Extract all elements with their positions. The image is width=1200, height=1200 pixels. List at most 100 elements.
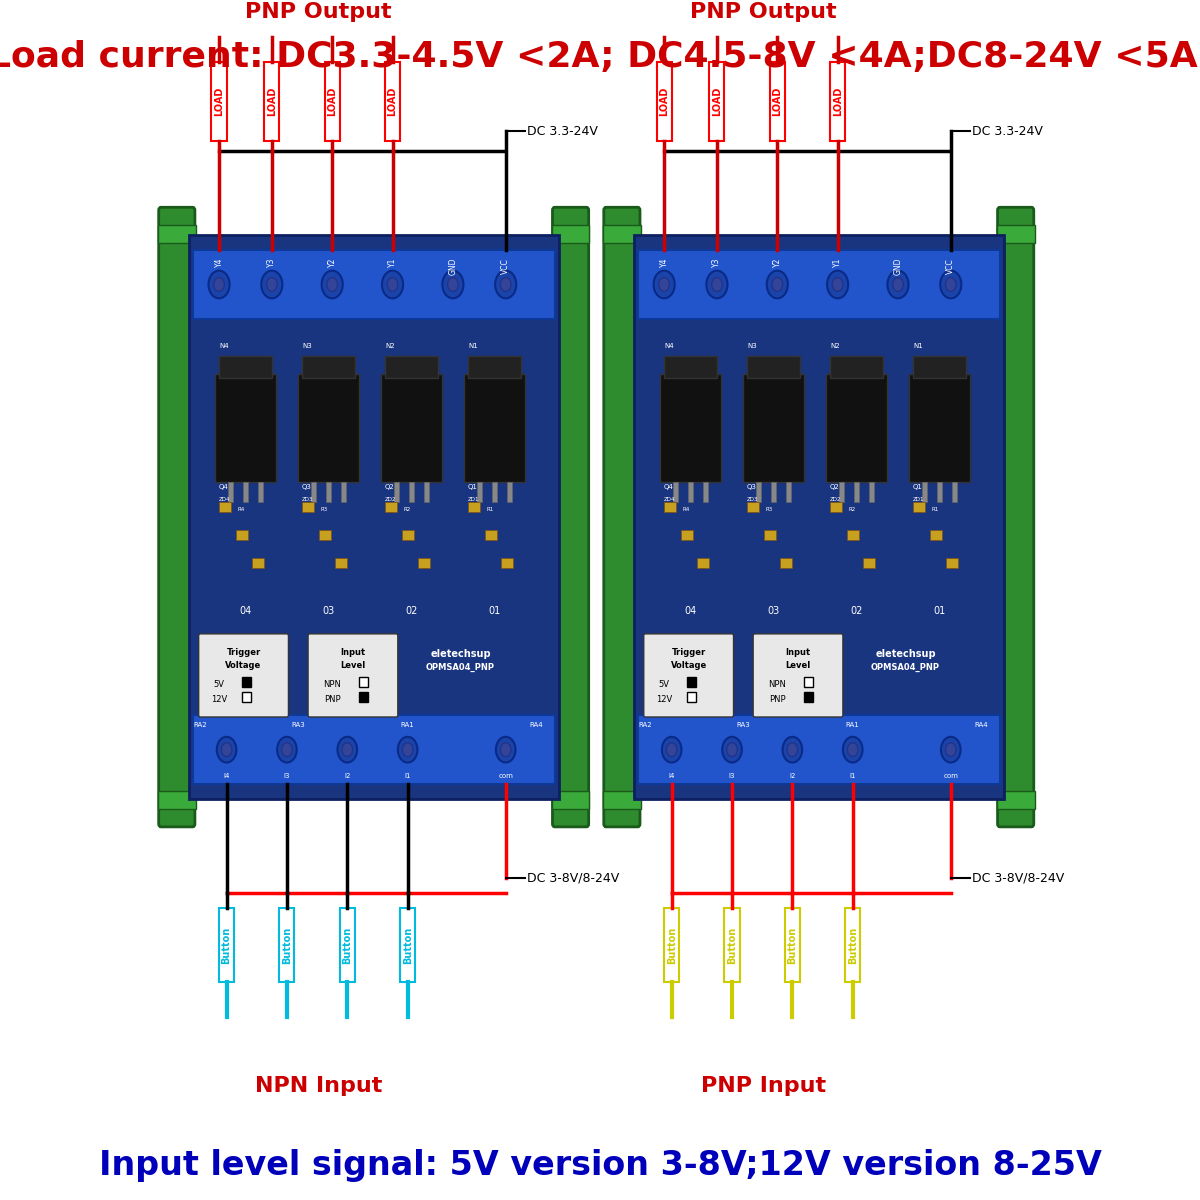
Bar bbox=[302, 355, 355, 378]
Text: N1: N1 bbox=[468, 343, 478, 349]
Bar bbox=[664, 503, 676, 512]
Bar bbox=[660, 373, 721, 482]
Text: RA2: RA2 bbox=[638, 722, 652, 728]
Text: I4: I4 bbox=[223, 773, 229, 779]
Bar bbox=[997, 791, 1034, 809]
Circle shape bbox=[727, 743, 737, 756]
Text: Load current: DC3.3-4.5V <2A; DC4.5-8V <4A;DC8-24V <5A;: Load current: DC3.3-4.5V <2A; DC4.5-8V <… bbox=[0, 40, 1200, 74]
Bar bbox=[937, 482, 942, 503]
Text: 03: 03 bbox=[323, 606, 335, 616]
Bar bbox=[913, 503, 925, 512]
Bar bbox=[299, 373, 359, 482]
Bar bbox=[228, 482, 233, 503]
FancyBboxPatch shape bbox=[604, 208, 640, 827]
Bar bbox=[680, 530, 692, 540]
Bar bbox=[382, 373, 442, 482]
Text: LOAD: LOAD bbox=[266, 86, 277, 116]
Bar bbox=[502, 558, 514, 568]
Bar bbox=[922, 482, 926, 503]
Text: ZD3: ZD3 bbox=[302, 497, 313, 503]
Circle shape bbox=[662, 737, 682, 762]
Circle shape bbox=[833, 277, 842, 292]
Text: Button: Button bbox=[847, 926, 858, 964]
Circle shape bbox=[326, 277, 337, 292]
Circle shape bbox=[221, 743, 232, 756]
Text: N2: N2 bbox=[830, 343, 840, 349]
Text: OPMSA04_PNP: OPMSA04_PNP bbox=[426, 662, 494, 672]
Circle shape bbox=[443, 271, 463, 299]
Circle shape bbox=[262, 271, 282, 299]
Text: NPN Input: NPN Input bbox=[254, 1076, 382, 1097]
Text: I4: I4 bbox=[668, 773, 674, 779]
Text: Q1: Q1 bbox=[468, 485, 478, 491]
Text: DC 3.3-24V: DC 3.3-24V bbox=[527, 125, 598, 138]
Text: eletechsup: eletechsup bbox=[875, 649, 936, 659]
Text: Voltage: Voltage bbox=[226, 660, 262, 670]
Text: 01: 01 bbox=[934, 606, 946, 616]
Circle shape bbox=[500, 277, 511, 292]
Text: Y1: Y1 bbox=[388, 258, 397, 268]
Bar bbox=[244, 482, 247, 503]
FancyBboxPatch shape bbox=[754, 634, 842, 718]
Bar bbox=[193, 715, 554, 785]
Bar bbox=[854, 482, 859, 503]
Bar bbox=[359, 692, 367, 702]
Text: Y4: Y4 bbox=[660, 258, 668, 268]
Text: ZD4: ZD4 bbox=[220, 497, 230, 503]
Text: DC 3.3-24V: DC 3.3-24V bbox=[972, 125, 1043, 138]
Text: Y1: Y1 bbox=[833, 258, 842, 268]
Text: NPN: NPN bbox=[323, 680, 341, 689]
Circle shape bbox=[217, 737, 236, 762]
Text: LOAD: LOAD bbox=[328, 86, 337, 116]
FancyBboxPatch shape bbox=[997, 208, 1033, 827]
Bar bbox=[193, 250, 554, 319]
Text: Y4: Y4 bbox=[215, 258, 223, 268]
Text: Q4: Q4 bbox=[220, 485, 229, 491]
Text: PNP: PNP bbox=[769, 695, 786, 704]
Bar bbox=[772, 482, 775, 503]
Text: Y3: Y3 bbox=[713, 258, 721, 268]
Bar bbox=[689, 482, 692, 503]
Text: 03: 03 bbox=[767, 606, 780, 616]
Text: R1: R1 bbox=[932, 508, 940, 512]
Circle shape bbox=[946, 277, 956, 292]
Bar bbox=[326, 482, 331, 503]
Text: 01: 01 bbox=[488, 606, 500, 616]
Bar bbox=[280, 908, 294, 983]
Text: 04: 04 bbox=[239, 606, 252, 616]
Bar bbox=[492, 482, 497, 503]
Bar bbox=[468, 503, 480, 512]
Text: Q2: Q2 bbox=[385, 485, 395, 491]
Text: LOAD: LOAD bbox=[214, 86, 224, 116]
Circle shape bbox=[787, 743, 798, 756]
Circle shape bbox=[946, 743, 956, 756]
Bar bbox=[385, 355, 438, 378]
Circle shape bbox=[707, 271, 727, 299]
Circle shape bbox=[782, 737, 802, 762]
Text: Level: Level bbox=[785, 660, 811, 670]
Text: Q1: Q1 bbox=[913, 485, 923, 491]
Text: GND: GND bbox=[449, 258, 457, 275]
Bar bbox=[869, 482, 874, 503]
Bar bbox=[400, 908, 415, 983]
Text: Button: Button bbox=[667, 926, 677, 964]
Circle shape bbox=[209, 271, 229, 299]
Bar bbox=[385, 503, 397, 512]
Circle shape bbox=[402, 743, 413, 756]
Text: N4: N4 bbox=[664, 343, 673, 349]
Bar bbox=[756, 482, 761, 503]
Text: ZD4: ZD4 bbox=[664, 497, 676, 503]
Circle shape bbox=[654, 271, 674, 299]
Text: I2: I2 bbox=[790, 773, 796, 779]
Bar bbox=[552, 226, 589, 242]
Circle shape bbox=[214, 277, 224, 292]
Bar bbox=[385, 61, 400, 140]
Bar bbox=[311, 482, 316, 503]
Bar bbox=[409, 482, 414, 503]
Text: N4: N4 bbox=[220, 343, 229, 349]
Bar bbox=[264, 61, 280, 140]
Text: DC 3-8V/8-24V: DC 3-8V/8-24V bbox=[527, 872, 619, 884]
Text: Button: Button bbox=[787, 926, 797, 964]
Bar bbox=[258, 482, 263, 503]
Bar bbox=[359, 678, 367, 688]
